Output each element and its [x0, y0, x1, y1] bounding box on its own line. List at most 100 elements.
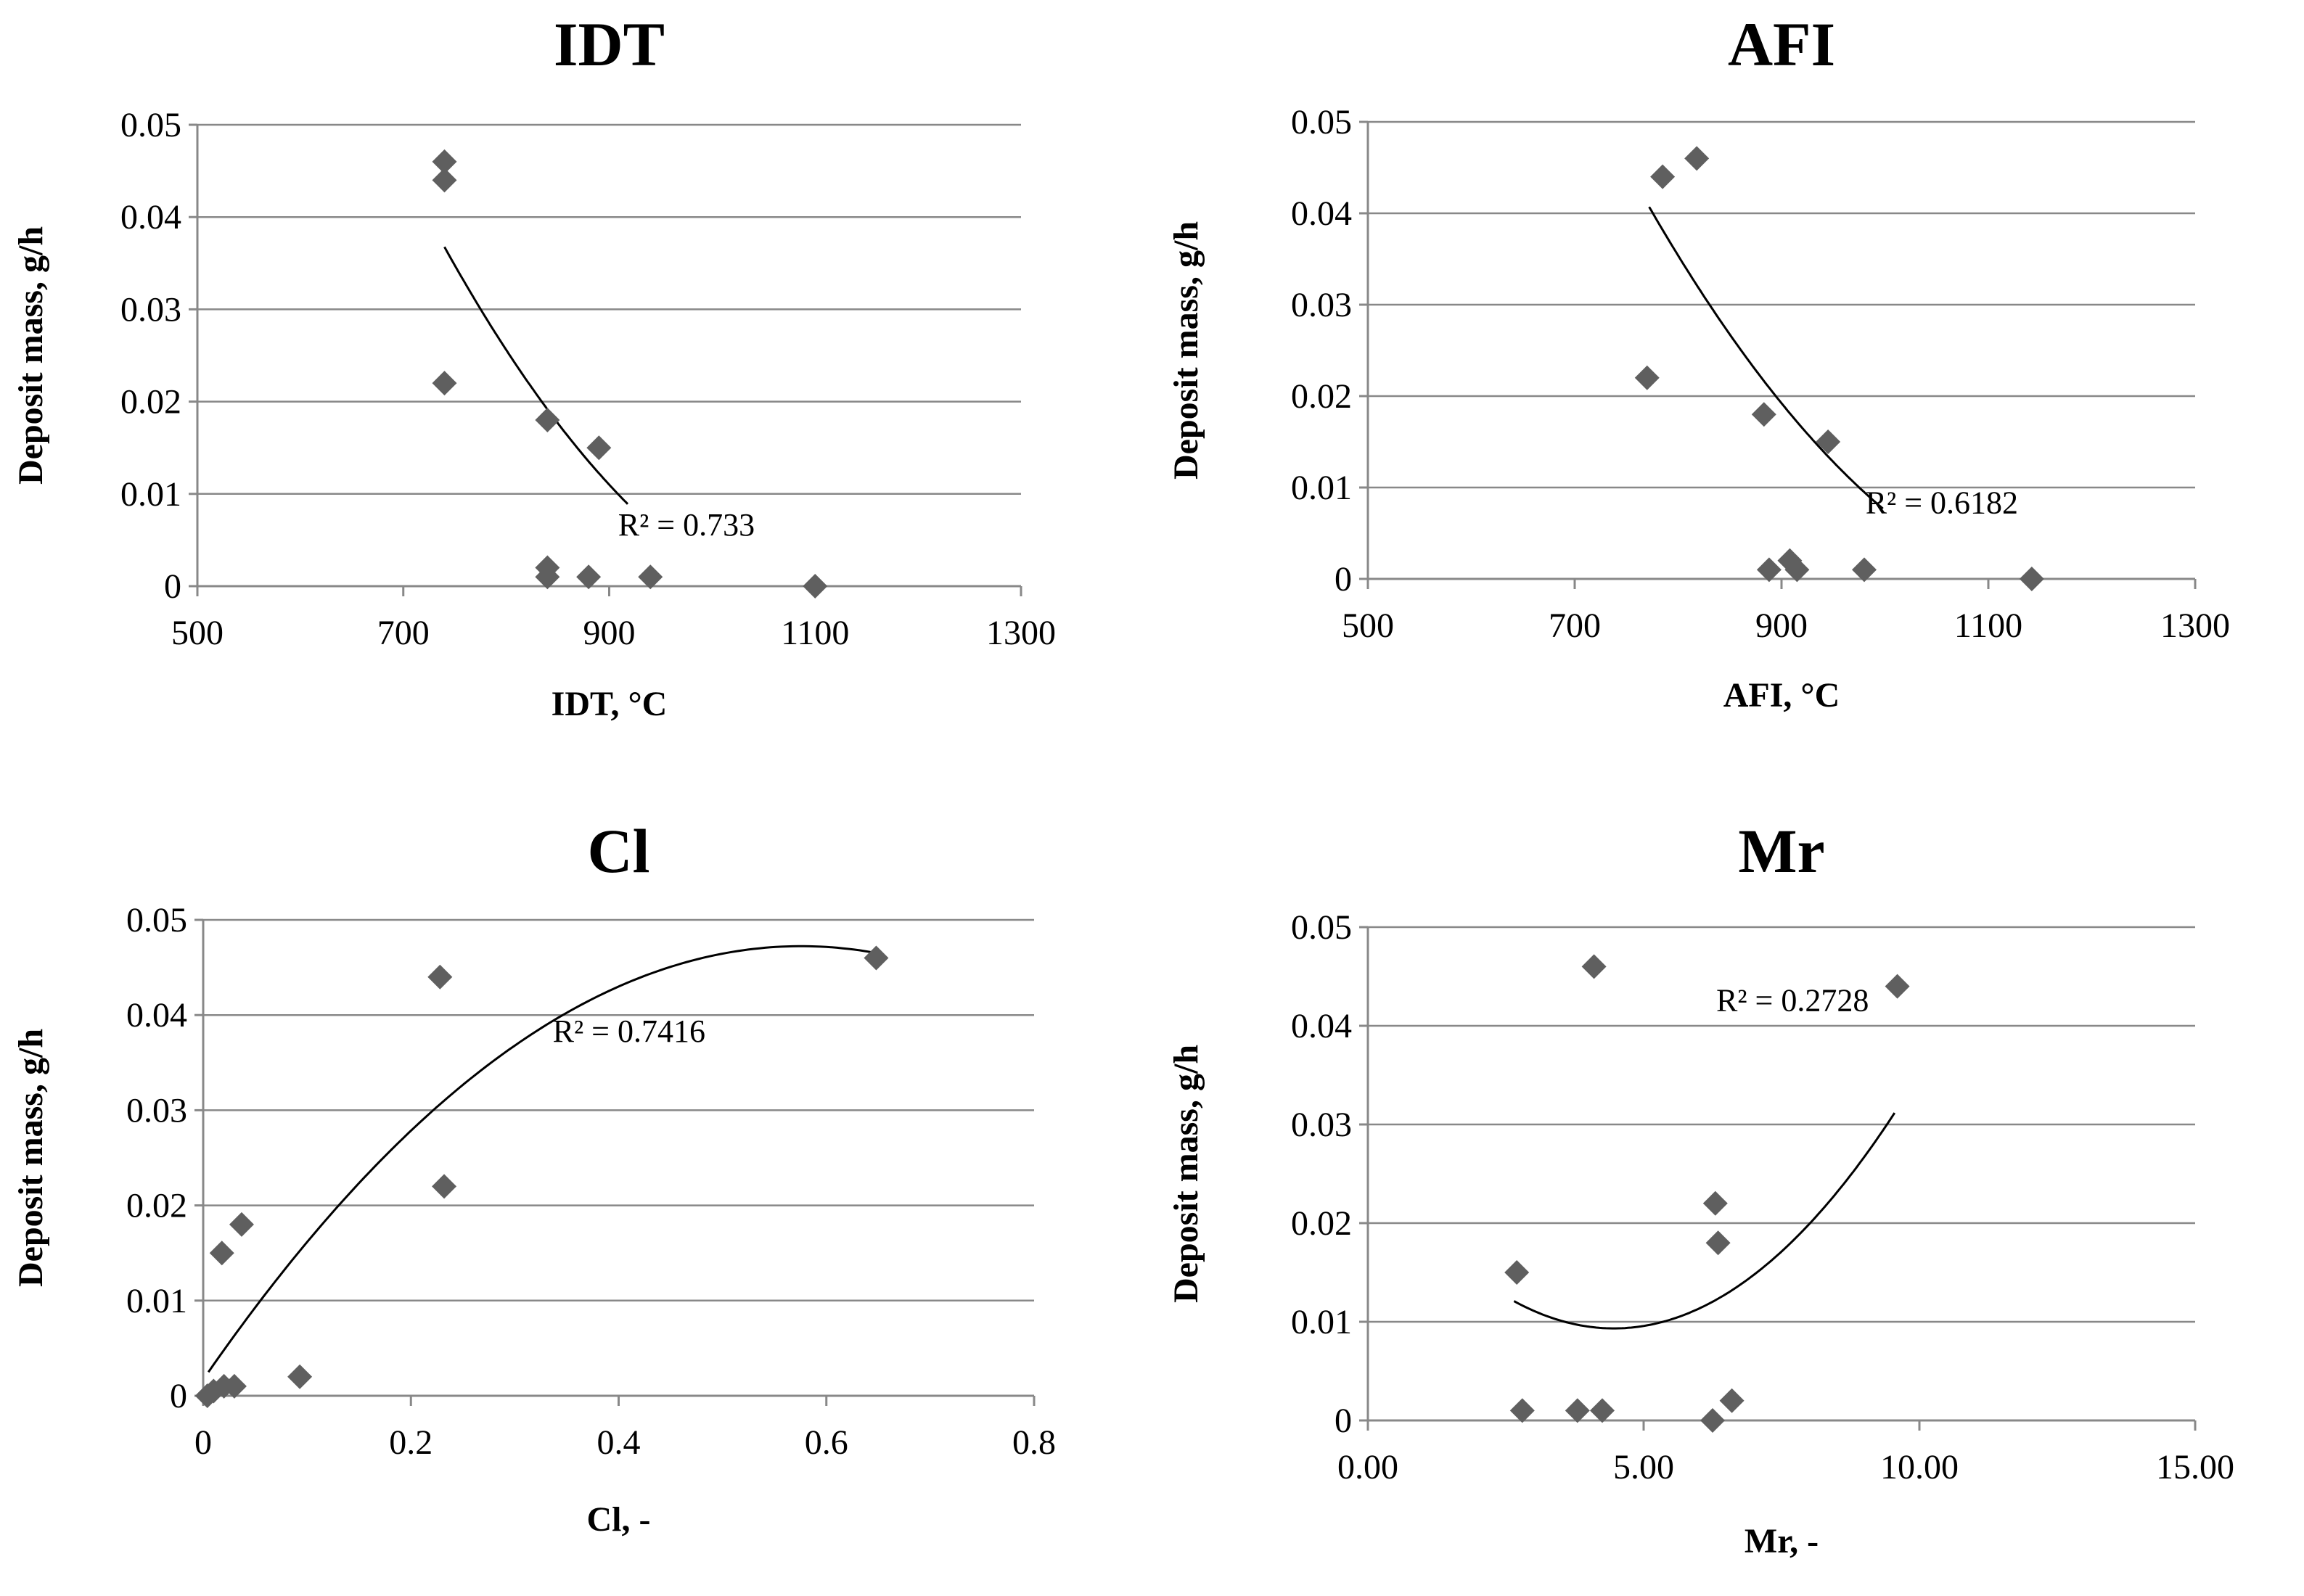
x-tick-label: 0.2 [389, 1423, 432, 1462]
data-point-idt-9 [803, 574, 828, 598]
data-point-mr-2 [1702, 1190, 1728, 1216]
y-axis-label: Deposit mass, g/h [12, 1029, 50, 1287]
chart-title: AFI [1728, 9, 1835, 79]
data-point-afi-7 [1784, 557, 1810, 583]
data-point-idt-0 [432, 149, 457, 174]
data-point-idt-1 [432, 168, 457, 193]
chart-afi: AFI 0 0.01 0.02 0.03 0.04 0.05 500 700 900 1100 130… [1167, 9, 2230, 715]
chart-title: Cl [588, 816, 650, 886]
trendline [1648, 206, 1884, 510]
data-point-mr-5 [1509, 1398, 1535, 1423]
y-tick-label: 0 [1335, 1402, 1352, 1440]
x-tick-label: 700 [1549, 606, 1601, 645]
data-point-afi-1 [1684, 146, 1710, 171]
y-tick-label: 0.02 [1291, 1204, 1352, 1243]
x-tick-label: 1100 [781, 614, 849, 652]
y-tick-label: 0.04 [120, 198, 181, 236]
x-tick-label: 500 [1342, 606, 1394, 645]
x-tick-label: 1300 [2160, 606, 2230, 645]
r-squared-label: R² = 0.733 [618, 507, 755, 543]
data-point-afi-9 [2019, 567, 2044, 591]
y-tick-label: 0.05 [126, 901, 187, 939]
y-tick-label: 0.04 [1291, 194, 1352, 233]
y-axis-label: Deposit mass, g/h [1167, 221, 1205, 480]
r-squared-label: R² = 0.6182 [1866, 485, 2018, 520]
data-point-cl-9 [221, 1373, 247, 1399]
data-point-cl-4 [229, 1212, 254, 1237]
data-point-idt-3 [535, 408, 560, 433]
chart-mr: Mr 0 0.01 0.02 0.03 0.04 0.05 0.00 5.00 10.00 15.0… [1167, 816, 2234, 1560]
y-tick-label: 0.04 [1291, 1007, 1352, 1045]
data-point-mr-9 [1719, 1388, 1745, 1413]
data-point-mr-4 [1504, 1260, 1530, 1285]
data-point-afi-0 [1650, 164, 1676, 189]
data-point-mr-1 [1885, 974, 1910, 999]
y-tick-label: 0.05 [1291, 908, 1352, 947]
x-axis-label: Cl, - [587, 1500, 651, 1539]
data-point-cl-3 [209, 1241, 234, 1266]
x-tick-label: 0.00 [1337, 1448, 1398, 1486]
data-point-cl-5 [287, 1364, 313, 1389]
data-point-idt-7 [576, 564, 602, 590]
y-tick-label: 0.01 [126, 1282, 187, 1320]
x-tick-label: 900 [583, 614, 636, 652]
x-tick-label: 5.00 [1613, 1448, 1674, 1486]
y-tick-label: 0.02 [120, 383, 181, 421]
x-tick-label: 0.8 [1012, 1423, 1056, 1462]
x-axis-label: AFI, °C [1723, 676, 1840, 715]
data-point-mr-7 [1590, 1398, 1615, 1423]
y-tick-label: 0.02 [126, 1187, 187, 1225]
chart-title: Mr [1738, 816, 1824, 886]
data-point-mr-0 [1581, 954, 1607, 979]
data-point-afi-2 [1634, 365, 1660, 390]
x-axis-label: IDT, °C [552, 685, 668, 723]
data-point-afi-4 [1816, 429, 1841, 454]
data-point-cl-1 [864, 945, 889, 971]
y-tick-label: 0.01 [1291, 1303, 1352, 1341]
y-axis-label: Deposit mass, g/h [12, 226, 50, 485]
r-squared-label: R² = 0.2728 [1716, 983, 1869, 1019]
x-tick-label: 15.00 [2156, 1448, 2234, 1486]
y-tick-label: 0.01 [120, 475, 181, 514]
trendline [207, 945, 877, 1373]
y-axis-label: Deposit mass, g/h [1167, 1045, 1205, 1303]
y-tick-label: 0.03 [1291, 286, 1352, 324]
data-point-idt-6 [586, 435, 612, 461]
y-tick-label: 0 [164, 567, 181, 606]
x-tick-label: 10.00 [1880, 1448, 1959, 1486]
y-tick-label: 0.03 [120, 290, 181, 329]
x-tick-label: 0.6 [805, 1423, 848, 1462]
data-point-cl-2 [432, 1174, 457, 1199]
data-point-idt-8 [638, 564, 663, 590]
data-point-idt-2 [432, 371, 457, 396]
r-squared-label: R² = 0.7416 [553, 1013, 705, 1049]
y-tick-label: 0.01 [1291, 469, 1352, 507]
x-tick-label: 1100 [1954, 606, 2022, 645]
data-point-afi-3 [1751, 402, 1776, 427]
chart-idt: IDT 0 0.01 0.02 0.03 0.04 0.05 500 700 900 1100 130… [12, 9, 1056, 723]
data-point-cl-7 [201, 1378, 226, 1404]
x-tick-label: 500 [171, 614, 224, 652]
data-point-mr-6 [1565, 1398, 1590, 1423]
x-axis-label: Mr, - [1745, 1522, 1819, 1560]
trendline [443, 246, 629, 505]
data-point-afi-5 [1756, 557, 1782, 583]
y-tick-label: 0 [170, 1377, 187, 1415]
data-point-afi-8 [1852, 557, 1877, 583]
data-point-cl-0 [427, 964, 453, 990]
chart-title: IDT [554, 9, 665, 79]
y-tick-label: 0 [1335, 560, 1352, 598]
data-point-mr-3 [1705, 1230, 1731, 1256]
y-tick-label: 0.04 [126, 996, 187, 1034]
x-tick-label: 900 [1755, 606, 1808, 645]
x-tick-label: 0 [194, 1423, 212, 1462]
y-tick-label: 0.03 [1291, 1106, 1352, 1144]
y-tick-label: 0.03 [126, 1091, 187, 1130]
y-tick-label: 0.02 [1291, 377, 1352, 416]
trendline [1513, 1112, 1896, 1330]
chart-cl: Cl 0 0.01 0.02 0.03 0.04 0.05 0 0.2 0.4 0.6 0.8 Cl, … [12, 816, 1056, 1539]
y-tick-label: 0.05 [1291, 103, 1352, 141]
x-tick-label: 1300 [986, 614, 1056, 652]
data-point-idt-5 [535, 564, 560, 590]
data-point-mr-8 [1700, 1408, 1725, 1433]
